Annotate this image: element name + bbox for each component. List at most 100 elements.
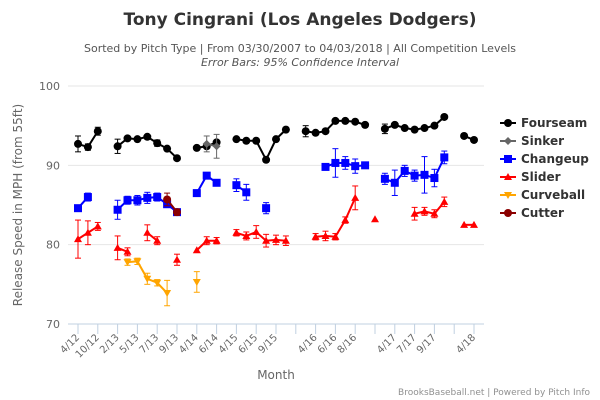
legend-item-changeup[interactable]: Changeup bbox=[500, 152, 589, 166]
x-tick-label: 4/14 bbox=[177, 332, 201, 356]
data-point bbox=[83, 193, 92, 202]
chart-subtitle: Sorted by Pitch Type | From 03/30/2007 t… bbox=[84, 42, 516, 55]
data-point bbox=[262, 236, 271, 244]
legend-marker-icon bbox=[504, 173, 512, 180]
data-point bbox=[232, 228, 241, 236]
x-tick-label: 9/17 bbox=[415, 332, 439, 356]
data-point bbox=[83, 143, 92, 152]
data-point bbox=[143, 132, 152, 141]
data-point bbox=[321, 231, 330, 239]
chart-subtitle-error-bars: Error Bars: 95% Confidence Interval bbox=[201, 56, 399, 69]
legend-marker-icon bbox=[504, 192, 512, 199]
data-point bbox=[192, 278, 201, 286]
data-point bbox=[311, 232, 320, 240]
x-tick-label: 9/15 bbox=[256, 332, 280, 356]
data-point bbox=[242, 188, 251, 197]
legend-marker-icon bbox=[504, 155, 512, 163]
data-point bbox=[192, 189, 201, 198]
data-point bbox=[173, 255, 181, 263]
data-point bbox=[351, 117, 360, 126]
data-point bbox=[430, 121, 439, 130]
legend-item-curveball[interactable]: Curveball bbox=[500, 188, 585, 202]
data-point bbox=[83, 228, 92, 236]
data-point bbox=[113, 205, 122, 214]
data-point bbox=[470, 220, 478, 228]
x-tick-label: 9/13 bbox=[157, 332, 181, 356]
data-point bbox=[74, 204, 82, 213]
data-point bbox=[143, 228, 152, 236]
data-point bbox=[173, 208, 181, 217]
data-point bbox=[440, 197, 449, 205]
data-point bbox=[361, 161, 370, 170]
data-point bbox=[252, 227, 261, 235]
legend-item-sinker[interactable]: Sinker bbox=[500, 134, 564, 148]
data-point bbox=[341, 116, 350, 125]
data-point bbox=[133, 196, 142, 205]
legend: Fourseam Sinker Changeup Slider Curveball Cut… bbox=[500, 116, 589, 220]
data-point bbox=[272, 235, 280, 243]
credits-link[interactable]: BrooksBaseball.net | Powered by Pitch In… bbox=[398, 388, 590, 398]
legend-item-slider[interactable]: Slider bbox=[500, 170, 561, 184]
data-point bbox=[74, 139, 82, 148]
legend-marker-icon bbox=[504, 119, 512, 127]
data-point bbox=[113, 142, 122, 151]
data-point bbox=[440, 153, 449, 162]
legend-label: Curveball bbox=[521, 188, 585, 202]
x-tick-label: 7/17 bbox=[395, 332, 419, 356]
data-point bbox=[143, 193, 152, 202]
legend-label: Sinker bbox=[521, 134, 564, 148]
data-point bbox=[400, 124, 409, 133]
legend-marker-icon bbox=[504, 137, 512, 145]
x-tick-label: 6/14 bbox=[197, 332, 221, 356]
data-point bbox=[123, 134, 132, 143]
data-point bbox=[232, 135, 241, 144]
data-point bbox=[212, 178, 221, 187]
legend-label: Fourseam bbox=[521, 116, 587, 130]
y-tick-label: 90 bbox=[46, 159, 60, 172]
data-point bbox=[93, 222, 102, 230]
series-changeup bbox=[74, 148, 449, 220]
data-point bbox=[173, 154, 181, 163]
data-point bbox=[380, 124, 389, 133]
x-tick-label: 7/13 bbox=[138, 332, 162, 356]
data-point bbox=[390, 178, 399, 187]
data-point bbox=[143, 275, 152, 283]
data-point bbox=[281, 236, 290, 244]
data-point bbox=[470, 135, 478, 144]
data-point bbox=[331, 158, 340, 167]
data-point bbox=[212, 236, 221, 244]
data-point bbox=[212, 142, 221, 151]
data-point bbox=[361, 120, 370, 129]
data-point bbox=[163, 195, 172, 204]
legend-item-cutter[interactable]: Cutter bbox=[500, 206, 564, 220]
y-axis-ticks: 70 80 90 100 bbox=[39, 80, 60, 331]
data-point bbox=[440, 112, 449, 121]
data-point bbox=[281, 125, 290, 134]
data-point bbox=[272, 135, 280, 144]
x-tick-label: 6/15 bbox=[237, 332, 261, 356]
data-point bbox=[242, 231, 251, 239]
data-point bbox=[460, 131, 469, 140]
series-curveball bbox=[123, 257, 201, 307]
y-axis-title: Release Speed in MPH (from 55ft) bbox=[11, 104, 25, 306]
data-point bbox=[311, 128, 320, 137]
plot-area bbox=[74, 112, 478, 307]
y-tick-label: 100 bbox=[39, 80, 60, 93]
data-point bbox=[410, 125, 419, 134]
data-point bbox=[153, 139, 162, 148]
data-point bbox=[262, 155, 271, 164]
data-point bbox=[202, 139, 211, 148]
legend-label: Slider bbox=[521, 170, 561, 184]
series-sinker bbox=[202, 133, 221, 159]
series-slider bbox=[74, 185, 478, 266]
legend-item-fourseam[interactable]: Fourseam bbox=[500, 116, 587, 130]
series-line bbox=[236, 128, 287, 163]
data-point bbox=[371, 215, 379, 223]
data-point bbox=[153, 193, 162, 202]
x-tick-label: 4/16 bbox=[296, 332, 320, 356]
legend-label: Changeup bbox=[521, 152, 589, 166]
x-tick-label: 6/16 bbox=[316, 332, 340, 356]
data-point bbox=[123, 247, 132, 255]
grid-lines bbox=[68, 85, 484, 246]
legend-marker-icon bbox=[504, 209, 512, 217]
